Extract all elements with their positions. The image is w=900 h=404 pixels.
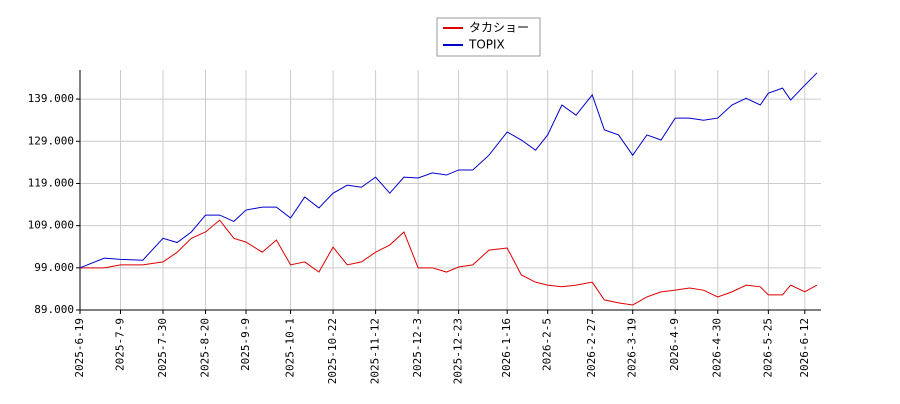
x-tick-label: 2026-6-12 <box>798 318 811 378</box>
x-tick-label: 2026-2-5 <box>541 318 554 371</box>
x-tick-label: 2025-12-23 <box>452 318 465 384</box>
x-tick-label: 2025-6-19 <box>73 318 86 378</box>
x-tick-label: 2026-4-30 <box>711 318 724 378</box>
x-tick-label: 2026-5-25 <box>761 318 774 378</box>
x-tick-label: 2025-10-22 <box>326 318 339 384</box>
y-tick-label: 99.000 <box>34 261 74 274</box>
y-tick-label: 139.000 <box>28 92 74 105</box>
y-tick-label: 109.000 <box>28 219 74 232</box>
y-tick-label: 119.000 <box>28 176 74 189</box>
x-tick-label: 2025-12-3 <box>411 318 424 378</box>
x-tick-label: 2026-1-16 <box>500 318 513 378</box>
series-line <box>79 72 818 269</box>
series-line <box>80 219 818 306</box>
x-tick-label: 2025-11-12 <box>369 318 382 384</box>
legend-label: タカショー <box>469 21 529 35</box>
y-tick-label: 129.000 <box>28 134 74 147</box>
legend-label: TOPIX <box>468 38 505 52</box>
legend-box <box>436 17 541 57</box>
x-tick-label: 2025-10-1 <box>284 318 297 378</box>
x-tick-label: 2025-7-9 <box>113 318 126 371</box>
x-tick-label: 2026-3-19 <box>626 318 639 378</box>
x-tick-label: 2026-4-9 <box>668 318 681 371</box>
x-tick-label: 2025-9-9 <box>239 318 252 371</box>
y-tick-label: 89.000 <box>34 303 74 316</box>
x-tick-label: 2025-8-20 <box>199 318 212 378</box>
x-tick-label: 2026-2-27 <box>585 318 598 378</box>
x-tick-label: 2025-7-30 <box>156 318 169 378</box>
